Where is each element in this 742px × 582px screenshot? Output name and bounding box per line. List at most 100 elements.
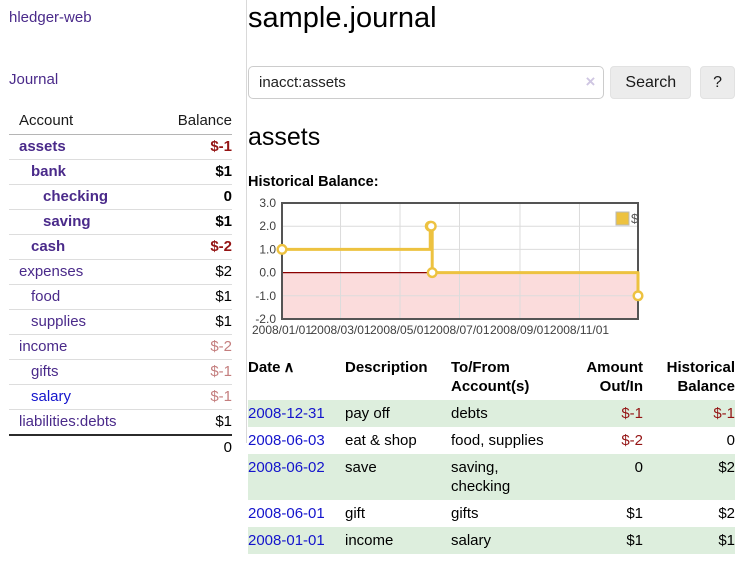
- account-name-cell: salary: [9, 384, 158, 410]
- account-balance: $1: [157, 209, 232, 235]
- register-header-date[interactable]: Date ∧: [248, 356, 345, 400]
- clear-search-icon[interactable]: ×: [585, 72, 596, 91]
- account-row: cash $-2: [9, 234, 232, 260]
- sidebar-nav: Journal: [9, 71, 232, 89]
- register-date-link[interactable]: 2008-06-02: [248, 459, 325, 476]
- account-link-food[interactable]: food: [31, 288, 61, 305]
- account-balance: $1: [157, 284, 232, 310]
- sidebar: hledger-web Journal Account Balance asse…: [0, 0, 247, 456]
- register-row: 2008-01-01 income salary $1 $1: [248, 527, 735, 554]
- account-link-income[interactable]: income: [19, 338, 68, 355]
- historical-balance-chart[interactable]: 3.0 2.0 1.0 0.0 -1.0 -2.0 2008/01/01 2008/03/01…: [248, 196, 735, 344]
- register-balance-cell: $2: [718, 459, 735, 476]
- account-name-cell: bank: [9, 159, 158, 185]
- x-tick-label: 2008/11/01: [550, 323, 609, 337]
- data-point-marker: [425, 220, 437, 232]
- account-link-liabilities-debts[interactable]: liabilities:debts: [19, 413, 117, 430]
- account-row: assets $-1: [9, 134, 232, 160]
- register-amount-cell: 0: [634, 459, 643, 476]
- register-row: 2008-06-01 gift gifts $1 $2: [248, 500, 735, 527]
- register-balance-cell: $2: [718, 505, 735, 522]
- account-name-cell: income: [9, 334, 158, 360]
- register-header-amount: Amount Out/In: [586, 359, 643, 395]
- search-button[interactable]: Search: [610, 66, 692, 99]
- register-header-accounts: To/From Account(s): [451, 359, 530, 395]
- register-date-cell: 2008-06-01: [248, 500, 345, 527]
- sidebar-item-journal[interactable]: Journal: [9, 71, 59, 88]
- legend-label: $: [631, 211, 639, 226]
- historical-balance-chart-svg[interactable]: 3.0 2.0 1.0 0.0 -1.0 -2.02008/01/012008/03/01…: [248, 196, 648, 339]
- register-accounts-cell: saving, checking: [451, 459, 511, 495]
- x-tick-label: 2008/09/01: [490, 323, 550, 337]
- account-balance: $1: [157, 409, 232, 436]
- register-date-link[interactable]: 2008-01-01: [248, 532, 325, 549]
- account-link-gifts[interactable]: gifts: [31, 363, 59, 380]
- account-name-cell: gifts: [9, 359, 158, 385]
- help-button[interactable]: ?: [700, 66, 735, 99]
- accounts-table-header-row: Account Balance: [9, 110, 232, 135]
- register-table: Date ∧ Description To/From Account(s) Amo…: [248, 356, 735, 554]
- register-description-cell: eat & shop: [345, 432, 417, 449]
- account-row: liabilities:debts $1: [9, 409, 232, 436]
- accounts-header-balance: Balance: [157, 110, 232, 135]
- brand-link[interactable]: hledger-web: [9, 9, 92, 26]
- register-header-row: Date ∧ Description To/From Account(s) Amo…: [248, 356, 735, 400]
- search-input-wrap: ×: [248, 66, 605, 99]
- register-balance-cell: $-1: [713, 405, 735, 422]
- register-description-cell: pay off: [345, 405, 390, 422]
- account-link-saving[interactable]: saving: [43, 213, 91, 230]
- page-title: sample.journal: [248, 2, 437, 34]
- accounts-total-spacer: [9, 435, 157, 460]
- register-date-link[interactable]: 2008-06-03: [248, 432, 325, 449]
- register-row: 2008-12-31 pay off debts $-1 $-1: [248, 400, 735, 427]
- plot-border: [281, 202, 639, 320]
- account-balance: 0: [157, 184, 232, 210]
- main-content: sample.journal × Search ? assets Histori…: [248, 0, 735, 554]
- sort-ascending-icon: ∧: [283, 359, 295, 376]
- register-table-body: 2008-12-31 pay off debts $-1 $-1 2008-06-03 ea…: [248, 400, 735, 554]
- register-amount-cell: $1: [626, 505, 643, 522]
- register-header-balance: Historical Balance: [666, 359, 735, 395]
- data-point-marker: [426, 267, 438, 279]
- data-point-marker: [276, 243, 288, 255]
- x-tick-label: 2008/01/01: [252, 323, 312, 337]
- register-date-cell: 2008-06-02: [248, 454, 345, 500]
- register-date-link[interactable]: 2008-12-31: [248, 405, 325, 422]
- account-link-salary[interactable]: salary: [31, 388, 72, 405]
- y-tick-label: 2.0: [259, 219, 276, 233]
- account-balance: $-2: [157, 334, 232, 360]
- accounts-table: Account Balance assets $-1 bank $1 checking 0…: [9, 110, 232, 460]
- register-date-link[interactable]: 2008-06-01: [248, 505, 325, 522]
- register-amount-cell: $-1: [621, 405, 643, 422]
- y-tick-label: -1.0: [255, 289, 276, 303]
- account-link-checking[interactable]: checking: [43, 188, 109, 205]
- account-row: income $-2: [9, 334, 232, 360]
- accounts-table-body: assets $-1 bank $1 checking 0 saving $1 cash $-2 e…: [9, 134, 232, 436]
- accounts-total-row: 0: [9, 435, 232, 460]
- register-balance-cell: $1: [718, 532, 735, 549]
- account-balance: $-1: [157, 134, 232, 160]
- accounts-header-account: Account: [9, 110, 158, 135]
- account-link-supplies[interactable]: supplies: [31, 313, 87, 330]
- account-link-expenses[interactable]: expenses: [19, 263, 84, 280]
- y-tick-label: 1.0: [259, 242, 276, 256]
- register-balance-cell: 0: [726, 432, 735, 449]
- account-heading: assets: [248, 123, 321, 151]
- register-accounts-cell: gifts: [451, 505, 479, 522]
- account-name-cell: checking: [9, 184, 158, 210]
- account-name-cell: food: [9, 284, 158, 310]
- register-header-date-label: Date: [248, 359, 281, 376]
- account-name-cell: saving: [9, 209, 158, 235]
- account-link-cash[interactable]: cash: [31, 238, 66, 255]
- account-row: salary $-1: [9, 384, 232, 410]
- register-row: 2008-06-03 eat & shop food, supplies $-2 0: [248, 427, 735, 454]
- account-link-assets[interactable]: assets: [19, 138, 66, 155]
- account-link-bank[interactable]: bank: [31, 163, 67, 180]
- account-balance: $1: [157, 309, 232, 335]
- account-row: bank $1: [9, 159, 232, 185]
- register-description-cell: save: [345, 459, 377, 476]
- y-tick-label: 0.0: [259, 266, 276, 280]
- search-input[interactable]: [248, 66, 605, 99]
- register-accounts-cell: debts: [451, 405, 488, 422]
- account-row: saving $1: [9, 209, 232, 235]
